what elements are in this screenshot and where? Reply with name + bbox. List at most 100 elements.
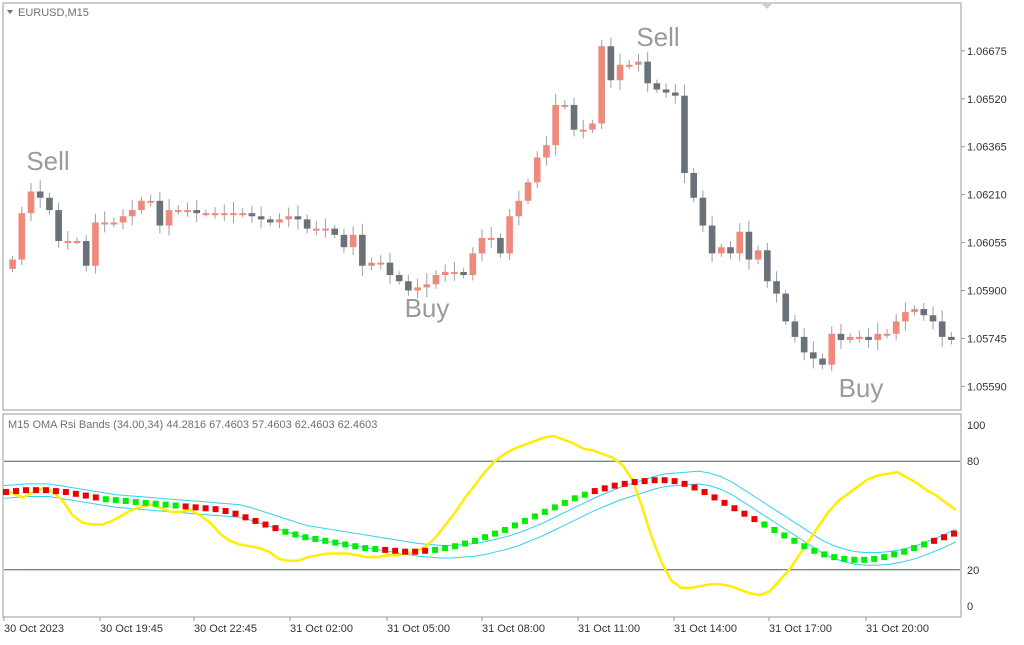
axis-labels-layer: 1.06675 1.06520 1.06365 1.06210 1.06055 1.059… [3, 46, 1007, 635]
price-tick-label: 1.06210 [967, 190, 1007, 202]
candle-bear [257, 216, 265, 220]
time-tick-label: 30 Oct 2023 [4, 623, 64, 635]
candle-bull [625, 64, 633, 67]
candle-bull [165, 210, 173, 226]
signal-dot-up [322, 537, 329, 544]
signal-dot-up [911, 545, 918, 552]
candle-bull [543, 145, 550, 158]
candle-bear [699, 197, 707, 226]
candle-bull [487, 237, 495, 240]
candle-bear [331, 228, 339, 235]
candle-bull [202, 213, 210, 216]
signal-dot-up [122, 498, 129, 505]
candle-bull [92, 222, 99, 266]
time-tick-label: 30 Oct 19:45 [100, 623, 163, 635]
signal-dot-up [771, 526, 778, 533]
candle-bear [948, 336, 955, 340]
candle-bear [395, 275, 403, 282]
signal-dot-up [172, 502, 179, 509]
candle-bull [276, 219, 283, 223]
signal-dot-up [831, 554, 838, 561]
signal-dot-down [651, 477, 658, 484]
signal-dot-down [192, 504, 199, 511]
price-tick-label: 1.06365 [967, 142, 1007, 154]
signal-dot-up [791, 537, 798, 544]
candle-bull [846, 336, 854, 340]
signal-dot-up [372, 545, 379, 552]
candle-bear [193, 210, 200, 214]
buy-signal-label: Buy [405, 293, 450, 323]
signal-dot-down [601, 485, 608, 492]
signal-dot-down [252, 517, 259, 524]
signal-dot-up [841, 555, 848, 562]
signal-dot-down [202, 505, 209, 512]
signal-dot-up [462, 540, 469, 547]
signal-dot-up [561, 499, 568, 506]
signal-dot-down [72, 490, 79, 497]
candle-bull [469, 253, 477, 276]
price-tick-label: 1.05590 [967, 381, 1007, 393]
signal-dot-down [701, 488, 708, 495]
signal-dot-up [102, 496, 109, 503]
signal-dot-down [92, 494, 99, 501]
candle-bear [460, 271, 467, 276]
candle-bull [128, 210, 136, 217]
candle-bear [359, 234, 366, 266]
signal-dot-up [342, 541, 349, 548]
signal-dot-down [3, 488, 9, 495]
signal-dot-down [412, 548, 419, 555]
candle-bull [451, 271, 458, 274]
candle-bull [423, 284, 431, 288]
signal-dot-up [352, 543, 359, 550]
signal-dot-down [392, 547, 399, 554]
candle-bull [902, 312, 909, 322]
candle-bear [662, 89, 670, 93]
candle-bull [211, 213, 219, 216]
signal-dot-down [721, 499, 728, 506]
time-tick-label: 31 Oct 14:00 [674, 623, 737, 635]
indicator-tick-label: 0 [967, 601, 973, 613]
signal-dot-down [951, 530, 957, 537]
signal-dot-down [661, 477, 668, 484]
candle-bear [920, 309, 928, 316]
candle-bear [156, 200, 164, 226]
candle-bull [377, 262, 385, 265]
price-tick-label: 1.06520 [967, 94, 1007, 106]
signal-dot-down [931, 537, 938, 544]
candle-bear [773, 281, 780, 294]
candle-bull [598, 46, 605, 124]
candle-bull [736, 231, 744, 254]
time-tick-label: 31 Oct 20:00 [866, 623, 929, 635]
candle-bull [414, 287, 421, 291]
candle-bull [313, 228, 320, 231]
candle-bear [405, 281, 412, 291]
candle-bear [653, 83, 661, 90]
signal-dot-up [501, 526, 508, 533]
price-tick-label: 1.05745 [967, 333, 1007, 345]
signal-dot-down [681, 480, 688, 487]
candle-bear [671, 92, 679, 96]
signal-dot-up [581, 491, 588, 498]
candle-bull [717, 247, 725, 254]
signal-dot-up [472, 537, 479, 544]
time-tick-label: 31 Oct 17:00 [769, 623, 832, 635]
candle-bull [856, 336, 863, 339]
candle-bull [27, 191, 35, 214]
candle-bear [644, 61, 651, 84]
candle-bull [874, 333, 882, 340]
candle-bull [552, 104, 559, 146]
candle-bear [266, 219, 274, 223]
chart-shift-marker-icon[interactable] [761, 3, 773, 9]
symbol-dropdown-icon[interactable] [7, 10, 13, 14]
candle-bull [174, 210, 182, 213]
time-tick-label: 30 Oct 22:45 [194, 623, 257, 635]
signal-dot-up [332, 539, 339, 546]
candle-bull [147, 200, 154, 203]
time-tick-label: 31 Oct 05:00 [387, 623, 450, 635]
signal-dot-down [182, 503, 189, 510]
candle-bear [791, 321, 799, 337]
candle-bear [497, 237, 504, 254]
candle-bull [561, 104, 569, 107]
signal-dot-down [641, 478, 648, 485]
